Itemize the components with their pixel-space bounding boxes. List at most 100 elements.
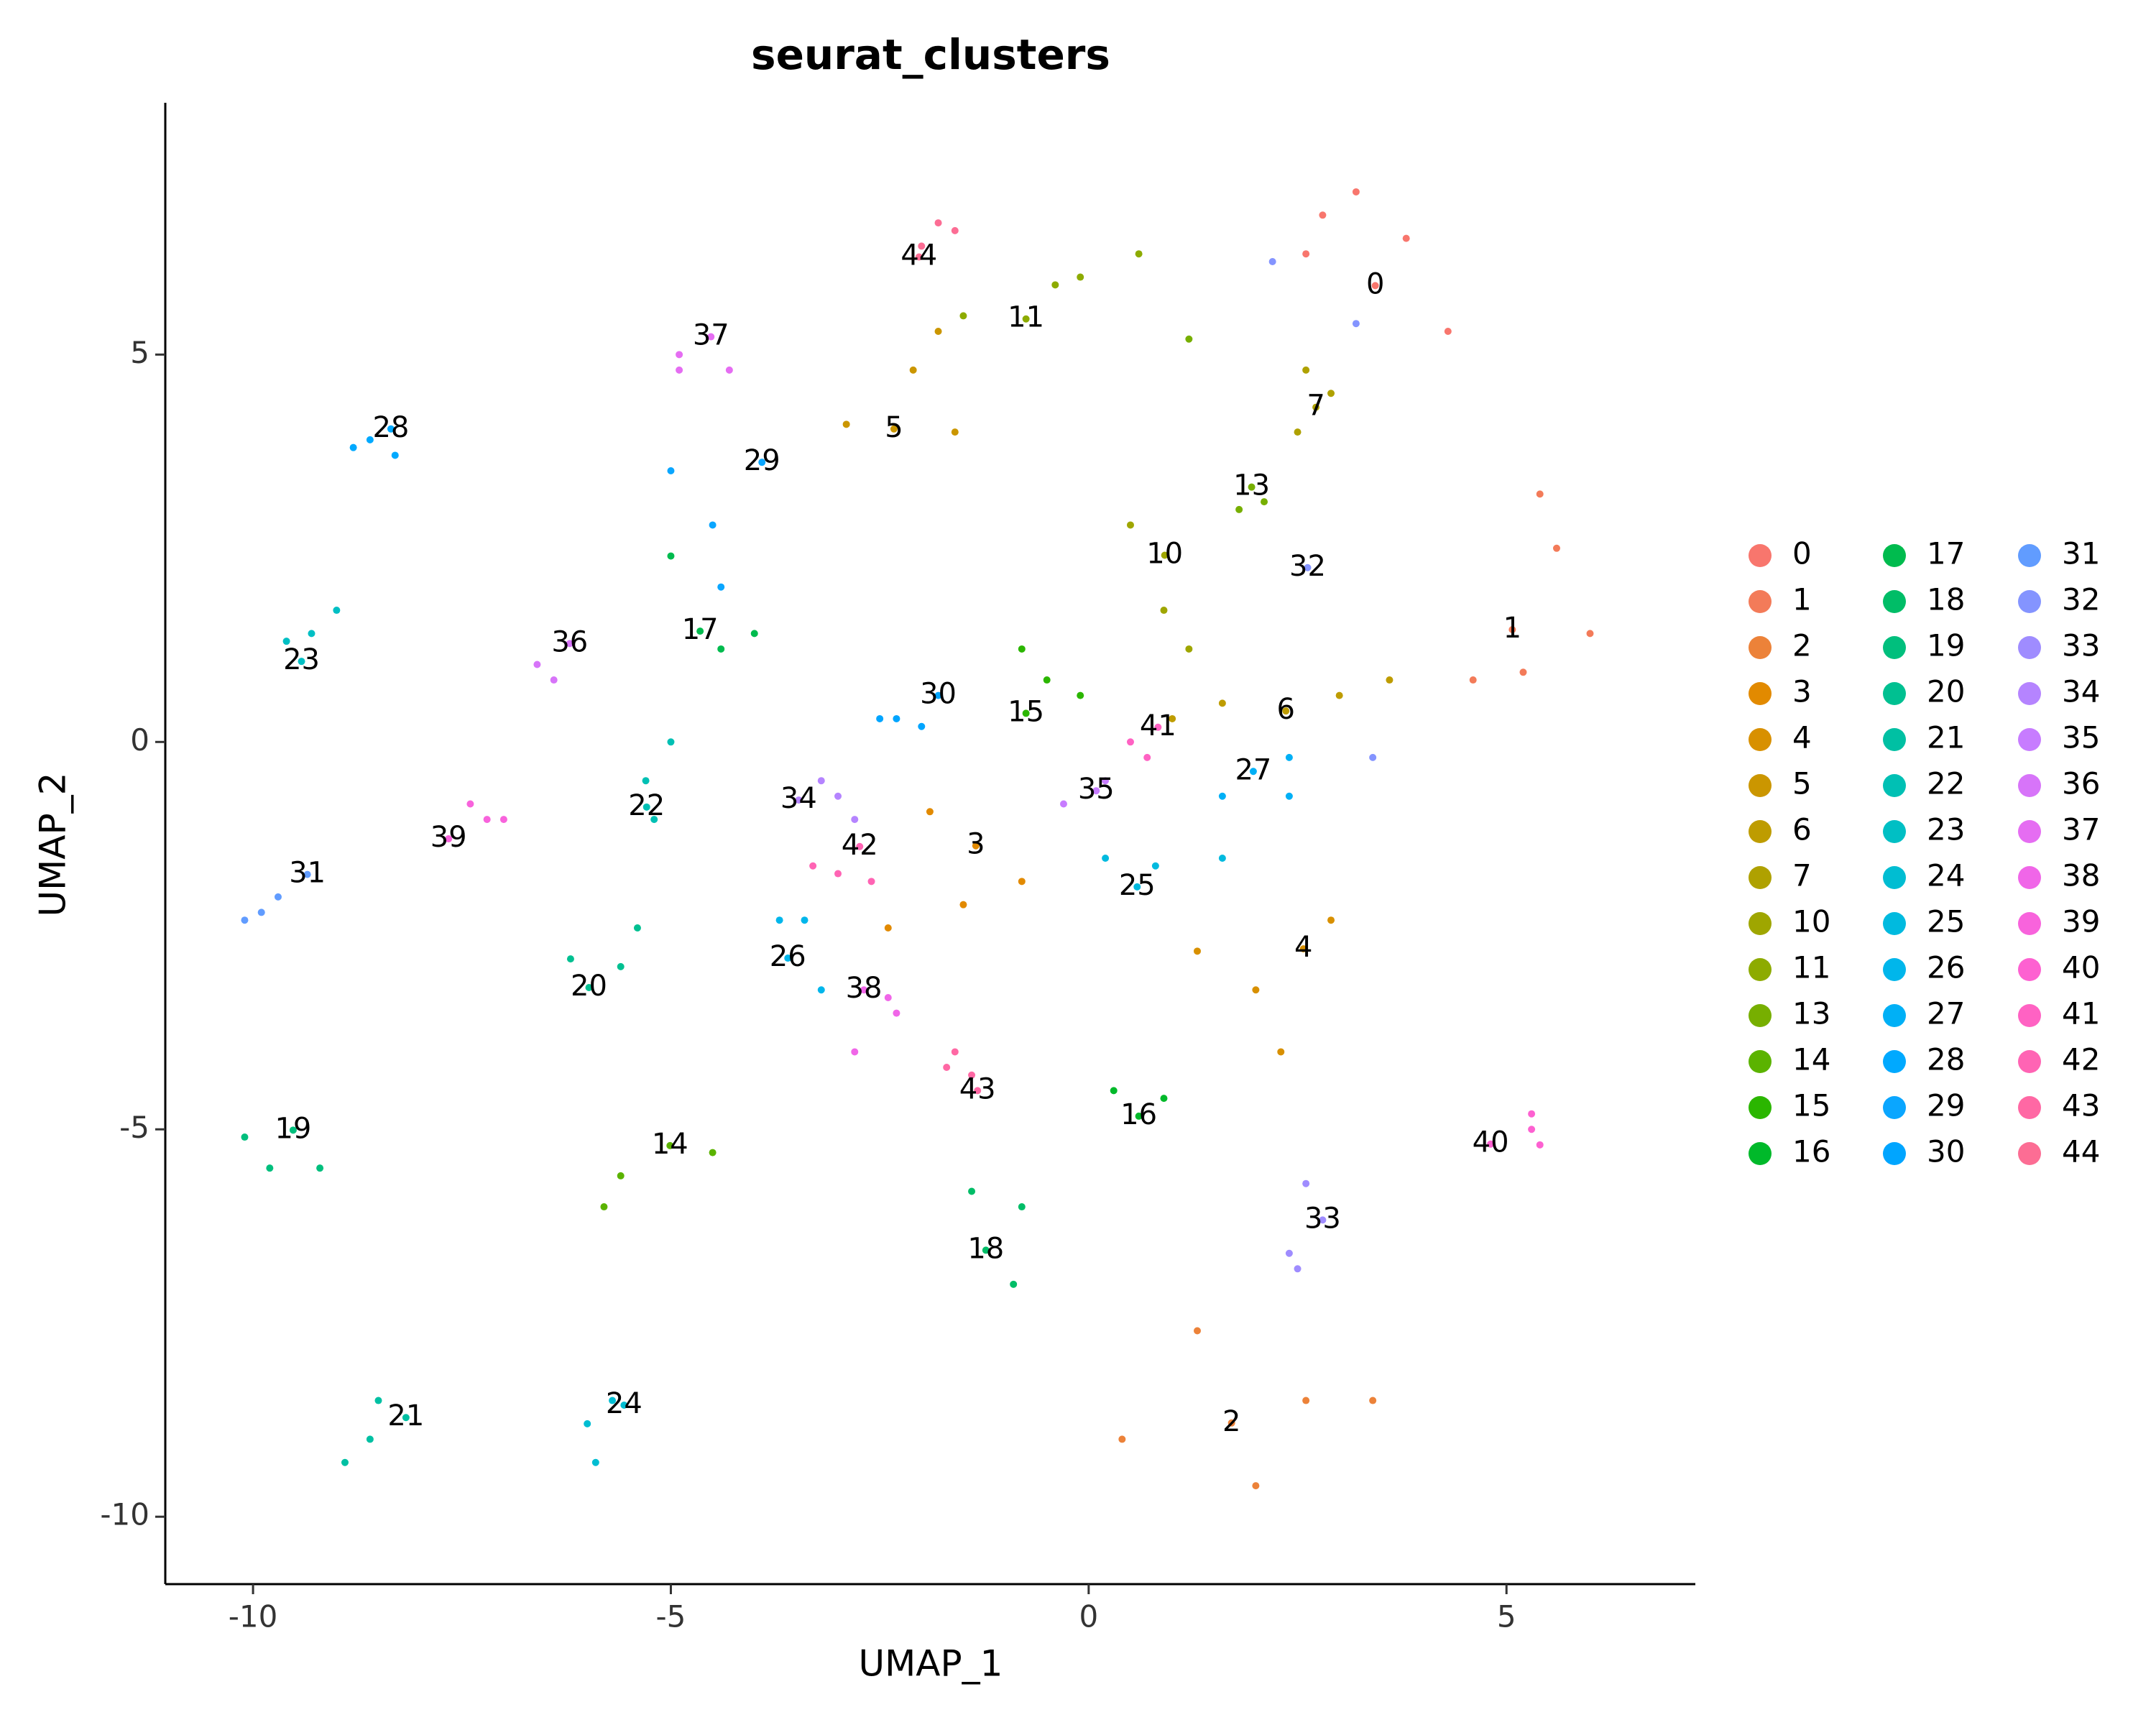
cluster-label: 14: [652, 1128, 688, 1161]
legend-swatch: [1749, 1004, 1772, 1027]
legend-label: 30: [1927, 1134, 1965, 1169]
point: [298, 658, 305, 666]
legend-label: 21: [1927, 720, 1965, 755]
point: [667, 552, 675, 560]
point: [1248, 483, 1256, 491]
point: [374, 1397, 382, 1404]
point: [856, 842, 864, 850]
point: [801, 916, 808, 924]
point: [609, 1397, 617, 1404]
point: [445, 835, 453, 843]
legend-swatch: [1883, 1004, 1906, 1027]
point: [1304, 564, 1312, 571]
point: [341, 1458, 349, 1466]
cluster-label: 30: [920, 678, 957, 711]
legend-label: 5: [1792, 766, 1812, 801]
legend-swatch: [1749, 636, 1772, 659]
point: [366, 1435, 374, 1443]
cluster-label: 44: [900, 239, 937, 272]
point: [617, 962, 625, 970]
legend-label: 31: [2062, 536, 2100, 571]
point: [676, 351, 683, 359]
point: [1018, 878, 1026, 886]
point: [1185, 645, 1193, 653]
point: [666, 1141, 674, 1149]
point: [795, 796, 803, 804]
legend-label: 19: [1927, 628, 1965, 663]
legend-swatch: [1749, 544, 1772, 567]
cluster-label: 43: [959, 1072, 996, 1105]
point: [1319, 211, 1327, 219]
legend-label: 32: [2062, 582, 2100, 617]
point: [784, 954, 792, 962]
y-tick-label: 5: [130, 335, 149, 370]
legend-swatch: [2018, 1004, 2041, 1027]
point: [982, 1246, 990, 1254]
point: [667, 467, 675, 475]
point: [1444, 327, 1452, 335]
legend-label: 14: [1792, 1042, 1830, 1077]
cluster-label: 13: [1233, 469, 1270, 502]
point: [1352, 188, 1360, 196]
point: [591, 1458, 599, 1466]
legend-label: 40: [2062, 950, 2100, 985]
point: [1193, 947, 1201, 955]
point: [717, 583, 725, 591]
legend-swatch: [1749, 590, 1772, 613]
point: [642, 777, 650, 785]
point: [775, 916, 783, 924]
legend-swatch: [1883, 590, 1906, 613]
legend-label: 34: [2062, 674, 2100, 709]
point: [1487, 1140, 1495, 1148]
point: [308, 630, 315, 638]
point: [1218, 792, 1226, 800]
cluster-label: 26: [770, 940, 806, 973]
legend-label: 29: [1927, 1088, 1965, 1123]
point: [1151, 862, 1159, 870]
point: [1126, 521, 1134, 529]
point: [951, 1048, 959, 1056]
point: [834, 792, 842, 800]
point: [809, 862, 817, 870]
legend-label: 2: [1792, 628, 1812, 663]
point: [1285, 1249, 1293, 1257]
point: [566, 640, 573, 648]
point: [1193, 1327, 1201, 1335]
y-tick-label: -5: [119, 1110, 149, 1145]
point: [1077, 273, 1084, 281]
point: [1299, 945, 1307, 953]
point: [585, 983, 593, 991]
point: [676, 366, 683, 374]
cluster-label: 33: [1304, 1202, 1341, 1235]
point: [934, 691, 942, 699]
point: [1386, 676, 1393, 684]
legend-label: 10: [1792, 904, 1830, 939]
point: [1335, 691, 1343, 699]
legend-label: 33: [2062, 628, 2100, 663]
point: [943, 1064, 951, 1072]
legend-swatch: [1883, 912, 1906, 935]
cluster-label: 16: [1120, 1098, 1157, 1131]
legend-swatch: [1749, 1050, 1772, 1073]
legend-label: 43: [2062, 1088, 2100, 1123]
point: [1268, 257, 1276, 265]
point: [968, 1187, 976, 1195]
point: [316, 1164, 324, 1172]
point: [1552, 544, 1560, 552]
point: [867, 878, 875, 886]
cluster-label: 40: [1473, 1126, 1509, 1159]
cluster-label: 25: [1119, 869, 1156, 902]
cluster-label: 3: [967, 828, 985, 861]
point: [918, 722, 926, 730]
point: [483, 816, 491, 824]
point: [303, 870, 311, 878]
point: [696, 627, 704, 635]
legend-swatch: [1883, 820, 1906, 843]
point: [884, 994, 892, 1002]
point: [1536, 1141, 1544, 1149]
cluster-label: 6: [1277, 693, 1295, 726]
point: [1369, 753, 1377, 761]
point: [1252, 986, 1260, 994]
point: [1586, 630, 1594, 638]
